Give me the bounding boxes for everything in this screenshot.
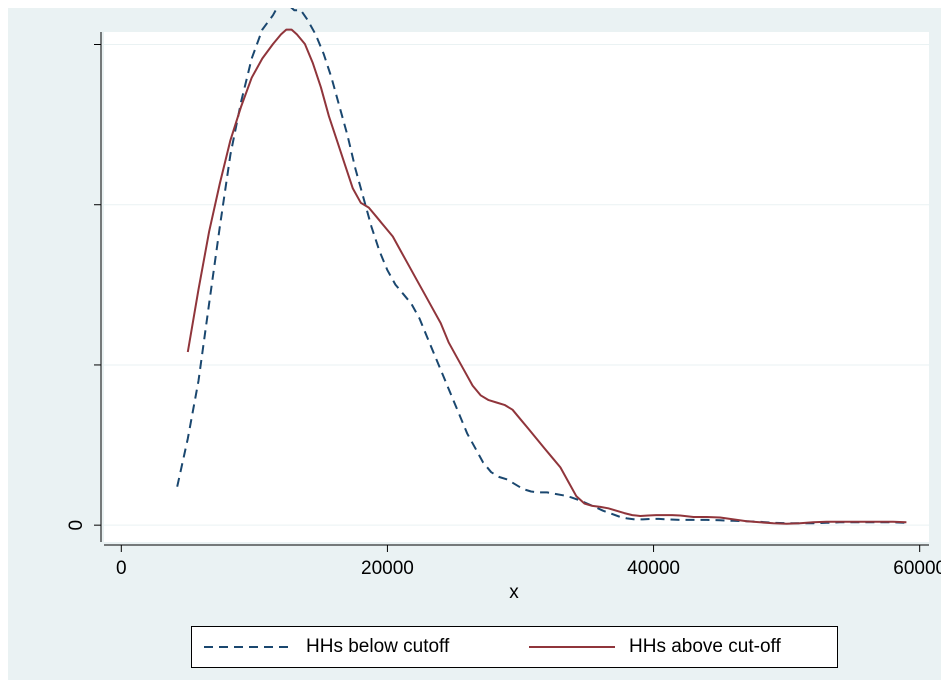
y-axis-ticks: 0 [66,44,101,531]
x-tick-label: 20000 [361,558,414,579]
x-tick-label: 60000 [893,558,941,579]
x-axis-title: x [509,582,519,603]
chart-frame: 0 0 20000 40000 60000 x HHs below cutoff HH… [8,8,941,680]
x-axis-ticks: 0 20000 40000 60000 [116,545,941,579]
legend-label-above-cutoff: HHs above cut-off [629,636,781,657]
series-line-0 [176,8,907,525]
x-tick-label: 0 [116,558,127,579]
series-lines [176,8,907,525]
x-tick-label: 40000 [627,558,680,579]
legend: HHs below cutoff HHs above cut-off [191,626,838,668]
series-line-1 [186,28,907,525]
gridlines [104,44,929,526]
y-tick-label: 0 [66,520,87,531]
legend-label-below-cutoff: HHs below cutoff [306,636,450,657]
plot-area [104,32,929,542]
density-plot: 0 0 20000 40000 60000 x [66,8,941,603]
